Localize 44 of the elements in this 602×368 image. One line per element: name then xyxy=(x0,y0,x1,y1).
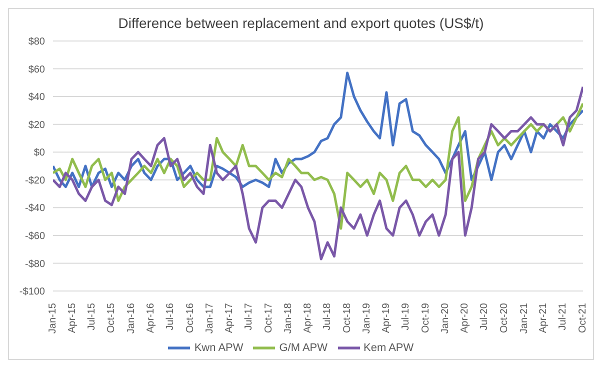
x-tick-label: Oct-15 xyxy=(106,302,118,334)
x-tick-label: Jul-18 xyxy=(322,302,334,330)
line-series xyxy=(53,86,583,260)
x-tick-label: Jan-16 xyxy=(126,302,137,334)
x-tick-label: Jul-16 xyxy=(165,302,176,330)
x-tick-label: Jan-19 xyxy=(362,302,373,334)
x-tick-label: Jan-15 xyxy=(48,302,58,334)
y-tick-label: $0 xyxy=(34,148,46,159)
y-tick-label: $60 xyxy=(28,64,46,76)
x-tick-label: Jul-19 xyxy=(400,302,412,330)
x-tick-label: Jan-21 xyxy=(518,302,530,334)
legend-label: Kem APW xyxy=(364,342,414,354)
x-tick-label: Apr-17 xyxy=(224,302,236,334)
x-tick-label: Apr-18 xyxy=(302,302,314,334)
x-tick-label: Oct-18 xyxy=(342,302,353,334)
y-tick-label: $40 xyxy=(28,92,46,104)
y-tick-label: $20 xyxy=(28,120,46,131)
y-tick-label: -$60 xyxy=(24,230,46,242)
x-tick-label: Oct-19 xyxy=(420,302,432,334)
x-tick-label: Apr-16 xyxy=(146,302,157,334)
x-tick-label: Oct-21 xyxy=(578,302,588,334)
y-tick-label: -$80 xyxy=(24,258,46,270)
x-tick-label: Jul-20 xyxy=(479,302,490,330)
x-tick-label: Jan-20 xyxy=(440,302,452,334)
x-tick-label: Jul-15 xyxy=(86,302,98,330)
x-tick-label: Apr-19 xyxy=(380,302,392,334)
line-series xyxy=(53,102,583,230)
y-tick-label: -$20 xyxy=(24,175,46,186)
x-tick-label: Jan-18 xyxy=(283,302,294,334)
x-tick-label: Jan-17 xyxy=(204,302,216,334)
x-tick-label: Jul-17 xyxy=(244,302,255,330)
legend-label: G/M APW xyxy=(279,342,328,354)
legend-label: Kwn APW xyxy=(194,342,244,354)
x-tick-label: Oct-17 xyxy=(263,302,274,334)
y-tick-label: $80 xyxy=(28,36,46,48)
x-tick-label: Jul-21 xyxy=(558,302,569,330)
y-tick-label: -$40 xyxy=(24,203,46,214)
x-tick-label: Oct-20 xyxy=(499,302,510,334)
x-tick-label: Oct-16 xyxy=(184,302,196,334)
x-tick-label: Apr-21 xyxy=(538,302,550,334)
chart-title: Difference between replacement and export quotes (US$/t) xyxy=(117,14,485,33)
y-tick-label: -$100 xyxy=(19,286,46,298)
x-tick-label: Apr-20 xyxy=(460,302,471,334)
x-tick-label: Apr-15 xyxy=(66,302,78,334)
